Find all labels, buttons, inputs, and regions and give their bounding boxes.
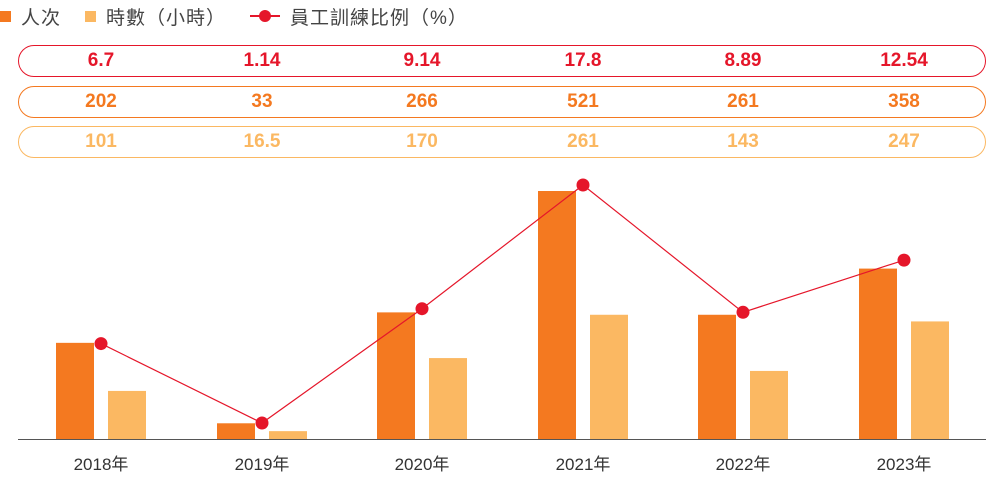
people-swatch-icon (0, 10, 11, 22)
people-bar (698, 314, 736, 439)
x-tick-label: 2021年 (556, 455, 611, 474)
hours-bar (590, 314, 628, 439)
people-value-row: 202 33 266 521 261 358 (18, 86, 986, 118)
ratio-value-cell: 8.89 (724, 50, 762, 71)
hours-value-cell: 247 (888, 131, 920, 152)
ratio-line (100, 184, 905, 424)
people-bar (377, 312, 415, 439)
ratio-point (415, 302, 429, 316)
people-bar (56, 342, 94, 439)
hours-bar (269, 431, 307, 439)
hours-value-cell: 16.5 (243, 131, 281, 152)
people-value-cell: 33 (251, 91, 273, 112)
ratio-point (576, 178, 590, 192)
ratio-value-cell: 12.54 (880, 50, 928, 71)
people-value-cell: 358 (888, 91, 920, 112)
legend-label-ratio: 員工訓練比例（%） (290, 7, 468, 29)
legend-label-hours: 時數（小時） (106, 7, 227, 29)
ratio-line-marker-icon (250, 10, 281, 22)
ratio-point (897, 253, 911, 267)
ratio-value-cell: 17.8 (564, 50, 602, 71)
ratio-value-cell: 1.14 (243, 50, 281, 71)
ratio-point (736, 305, 750, 319)
hours-value-cell: 170 (406, 131, 438, 152)
x-tick-label: 2022年 (716, 455, 771, 474)
hours-bar (429, 358, 467, 439)
legend-item-ratio: 員工訓練比例（%） (250, 3, 468, 30)
people-bar (538, 191, 576, 439)
x-tick-label: 2020年 (395, 455, 450, 474)
hours-bar (750, 370, 788, 439)
people-value-cell: 266 (406, 91, 438, 112)
hours-bar (108, 390, 146, 439)
ratio-point (255, 416, 269, 430)
people-bar (859, 268, 897, 439)
ratio-value-cell: 6.7 (87, 50, 115, 71)
legend-item-people: 人次 (0, 3, 61, 30)
legend-item-hours: 時數（小時） (85, 3, 226, 30)
ratio-point (94, 337, 108, 351)
ratio-value-row: 6.7 1.14 9.14 17.8 8.89 12.54 (18, 45, 986, 77)
ratio-value-cell: 9.14 (403, 50, 441, 71)
people-value-cell: 521 (567, 91, 599, 112)
hours-bar (911, 321, 949, 439)
x-tick-label: 2023年 (877, 455, 932, 474)
hours-value-row: 101 16.5 170 261 143 247 (18, 126, 986, 158)
people-value-cell: 202 (85, 91, 117, 112)
hours-swatch-icon (85, 10, 97, 22)
hours-value-cell: 261 (567, 131, 599, 152)
hours-value-cell: 101 (85, 131, 117, 152)
legend-label-people: 人次 (21, 7, 62, 29)
x-tick-label: 2019年 (235, 455, 290, 474)
people-value-cell: 261 (727, 91, 759, 112)
people-bar (217, 423, 255, 439)
x-tick-label: 2018年 (74, 455, 129, 474)
hours-value-cell: 143 (727, 131, 759, 152)
legend: 人次 時數（小時） 員工訓練比例（%） (0, 0, 492, 32)
